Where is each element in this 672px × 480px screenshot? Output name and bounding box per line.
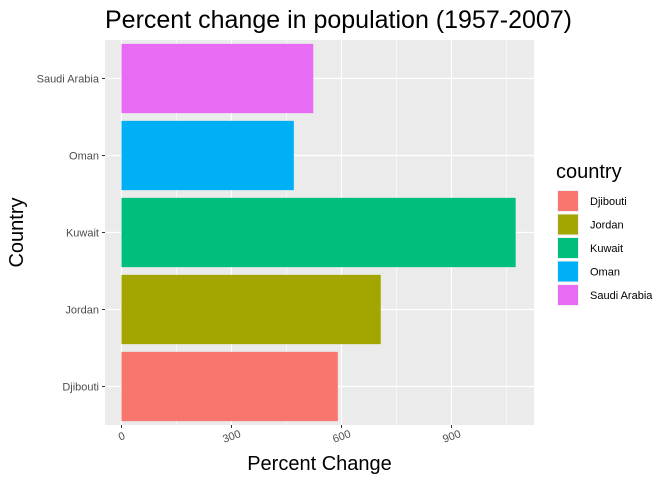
y-axis-title: Country — [6, 197, 28, 267]
y-tick-label: Kuwait — [66, 228, 99, 240]
x-axis: 0 300 600 900 — [117, 425, 463, 446]
legend-key-swatch — [558, 285, 578, 305]
bar-oman — [121, 120, 294, 191]
legend-key-swatch — [558, 191, 578, 211]
legend-label: Jordan — [590, 220, 624, 232]
bars — [121, 43, 516, 422]
legend: country Djibouti Jordan Kuwait Oman Saudi Ar… — [556, 161, 653, 306]
legend-key-swatch — [558, 261, 578, 282]
x-tick-label: 0 — [117, 430, 127, 443]
bar-jordan — [121, 274, 381, 345]
x-tick-label: 300 — [221, 428, 242, 446]
x-tick-label: 600 — [331, 428, 352, 446]
legend-label: Saudi Arabia — [590, 290, 653, 302]
bar-kuwait — [121, 197, 516, 268]
legend-label: Oman — [590, 267, 620, 279]
y-tick-label: Djibouti — [62, 382, 99, 394]
y-tick-label: Jordan — [65, 305, 99, 317]
y-tick-label: Oman — [69, 151, 99, 163]
bar-saudi-arabia — [121, 43, 314, 114]
legend-title: country — [556, 161, 622, 183]
y-tick-label: Saudi Arabia — [37, 74, 100, 86]
bar-djibouti — [121, 351, 338, 422]
legend-key-swatch — [558, 238, 578, 258]
x-axis-title: Percent Change — [247, 453, 392, 475]
y-axis: Djibouti Jordan Kuwait Oman Saudi Arabia — [37, 74, 105, 394]
legend-label: Djibouti — [590, 196, 627, 208]
legend-label: Kuwait — [590, 243, 623, 255]
x-tick-label: 900 — [441, 428, 462, 446]
chart-title: Percent change in population (1957-2007) — [105, 6, 572, 34]
legend-key-swatch — [558, 214, 578, 235]
